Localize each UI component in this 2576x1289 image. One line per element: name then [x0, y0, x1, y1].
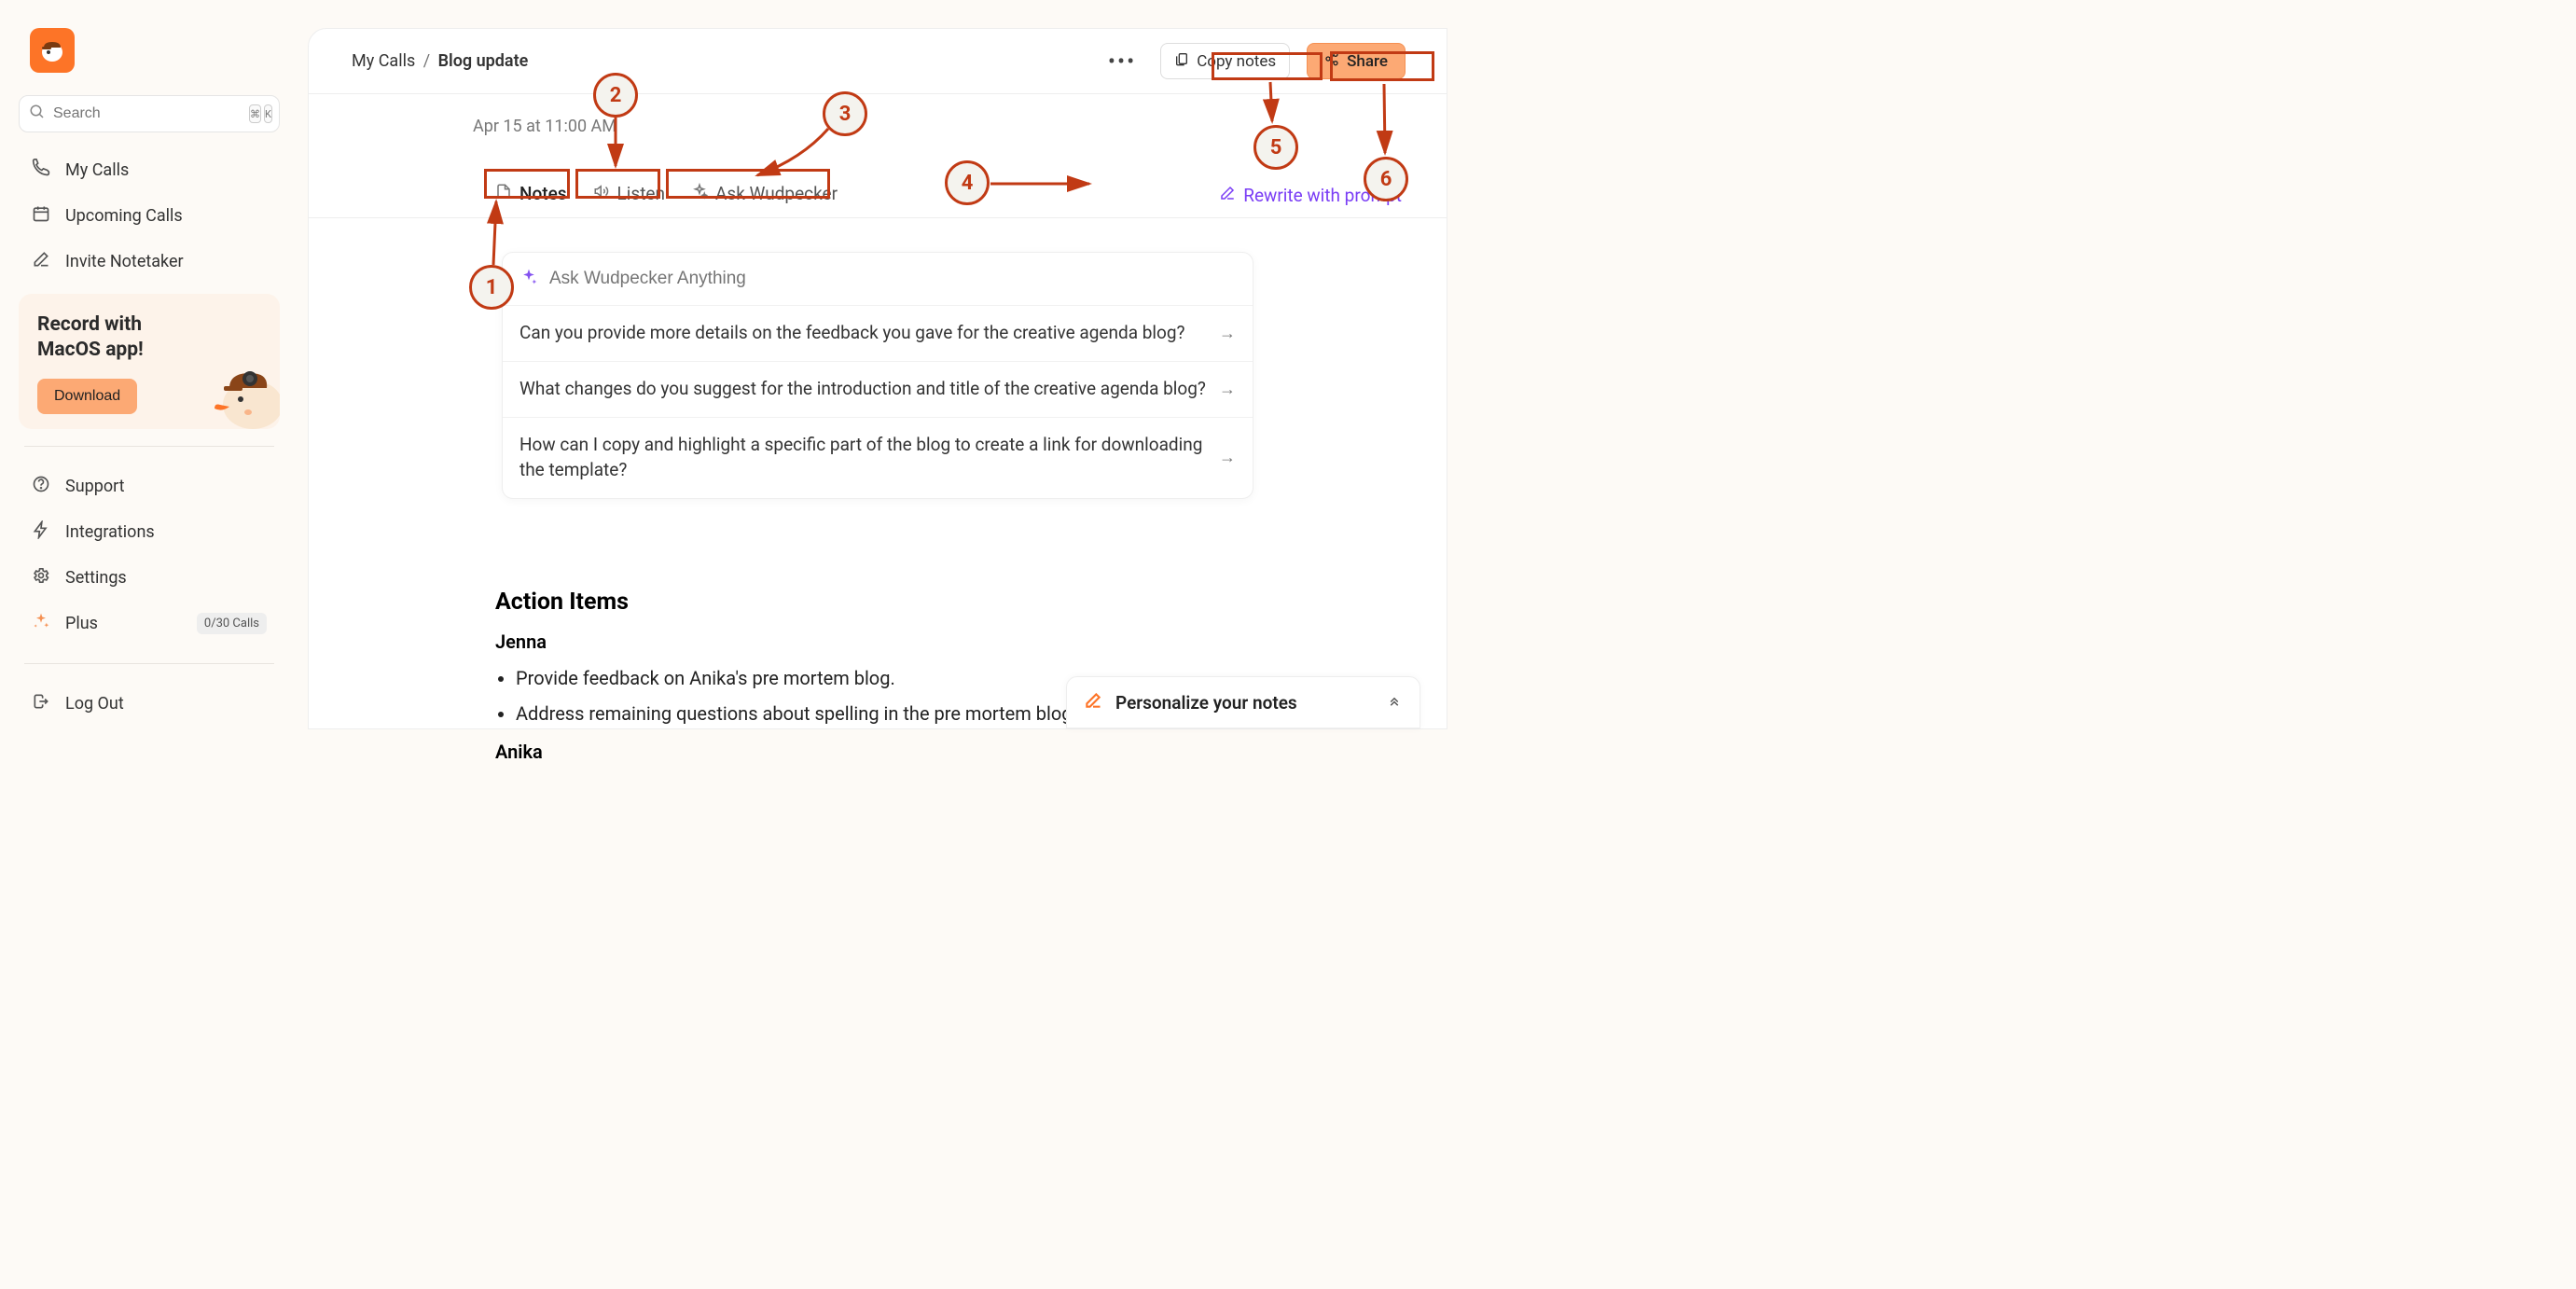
anno-circle-1: 1 [469, 265, 514, 310]
nav-label: Plus [65, 614, 98, 633]
nav-label: Settings [65, 568, 127, 588]
clipboard-icon [1174, 51, 1189, 71]
help-icon [32, 475, 52, 498]
crumb-sep: / [423, 51, 430, 71]
bolt-icon [32, 520, 52, 544]
nav-invite[interactable]: Invite Notetaker [19, 239, 280, 284]
anno-circle-4: 4 [945, 160, 990, 205]
sparkle-icon [32, 612, 52, 635]
person-name: Jenna [495, 631, 1204, 653]
nav-label: Integrations [65, 522, 155, 542]
ask-input-row[interactable] [503, 253, 1253, 305]
nav-secondary: Support Integrations Settings Plus 0/30 … [19, 464, 280, 646]
sidebar: ⌘ K My Calls Upcoming Calls Invite Notet… [0, 0, 298, 729]
topbar-actions: ••• Copy notes Share [1101, 43, 1406, 79]
kbd-k: K [264, 104, 272, 123]
suggestion-text: Can you provide more details on the feed… [519, 321, 1208, 346]
ask-input[interactable] [549, 269, 1236, 289]
promo-card: Record with MacOS app! Download [19, 294, 280, 429]
nav-plus[interactable]: Plus 0/30 Calls [19, 601, 280, 646]
nav-support[interactable]: Support [19, 464, 280, 509]
person-name: Anika [495, 741, 1204, 763]
search-input-wrap[interactable]: ⌘ K [19, 95, 280, 132]
anno-circle-2: 2 [593, 73, 638, 118]
edit-icon [1084, 691, 1102, 714]
calendar-icon [32, 204, 52, 228]
crumb-current: Blog update [438, 51, 529, 71]
nav-label: Support [65, 477, 125, 496]
phone-icon [32, 159, 52, 182]
chevron-up-icon [1386, 692, 1403, 713]
crumb-root[interactable]: My Calls [352, 51, 415, 71]
app-logo[interactable] [30, 28, 75, 73]
ask-card: Can you provide more details on the feed… [502, 252, 1253, 499]
mascot-icon [201, 360, 280, 429]
anno-circle-5: 5 [1253, 125, 1298, 170]
personalize-label: Personalize your notes [1115, 692, 1373, 714]
suggestion-item[interactable]: How can I copy and highlight a specific … [503, 417, 1253, 498]
anno-circle-6: 6 [1364, 157, 1408, 201]
nav-my-calls[interactable]: My Calls [19, 147, 280, 193]
arrow-right-icon: → [1219, 322, 1236, 346]
arrow-right-icon: → [1219, 378, 1236, 402]
edit-icon [1219, 185, 1236, 206]
promo-title: Record with MacOS app! [37, 312, 261, 364]
tab-label: Listen [617, 183, 665, 204]
nav-label: Upcoming Calls [65, 206, 183, 226]
logo-icon [38, 36, 66, 64]
suggestion-text: What changes do you suggest for the intr… [519, 377, 1208, 402]
nav-label: My Calls [65, 160, 129, 180]
tabs-wrap: Notes Listen Ask Wudpecker [309, 173, 1447, 218]
document-icon [495, 183, 512, 204]
search-icon [29, 104, 46, 124]
plus-badge: 0/30 Calls [197, 613, 267, 634]
breadcrumb: My Calls / Blog update [352, 51, 528, 71]
share-button[interactable]: Share [1307, 43, 1406, 79]
tab-notes[interactable]: Notes [482, 173, 580, 217]
suggestion-item[interactable]: Can you provide more details on the feed… [503, 305, 1253, 361]
kbd-cmd: ⌘ [249, 104, 261, 123]
share-icon [1324, 51, 1339, 71]
tabs: Notes Listen Ask Wudpecker [342, 173, 1413, 217]
nav-logout[interactable]: Log Out [19, 681, 280, 727]
divider [24, 446, 274, 447]
share-label: Share [1347, 52, 1388, 71]
call-datetime: Apr 15 at 11:00 AM [473, 117, 1447, 136]
content: Apr 15 at 11:00 AM Notes Listen [309, 94, 1447, 763]
personalize-bar[interactable]: Personalize your notes [1066, 676, 1420, 728]
more-button[interactable]: ••• [1101, 49, 1143, 75]
sparkle-icon [691, 183, 708, 204]
nav-primary: My Calls Upcoming Calls Invite Notetaker [19, 147, 280, 284]
anno-circle-3: 3 [823, 91, 867, 136]
speaker-icon [593, 183, 610, 204]
edit-icon [32, 250, 52, 273]
nav-settings[interactable]: Settings [19, 555, 280, 601]
sparkle-icon [519, 268, 538, 290]
section-heading: Action Items [495, 589, 1204, 616]
copy-label: Copy notes [1197, 52, 1276, 71]
arrow-right-icon: → [1219, 446, 1236, 470]
search-input[interactable] [53, 105, 246, 122]
nav-label: Log Out [65, 694, 124, 714]
gear-icon [32, 566, 52, 589]
topbar: My Calls / Blog update ••• Copy notes Sh… [309, 29, 1447, 94]
divider [24, 663, 274, 664]
nav-integrations[interactable]: Integrations [19, 509, 280, 555]
suggestion-item[interactable]: What changes do you suggest for the intr… [503, 361, 1253, 417]
copy-notes-button[interactable]: Copy notes [1160, 43, 1290, 79]
nav-footer: Log Out [19, 681, 280, 727]
logout-icon [32, 692, 52, 715]
tab-label: Notes [519, 183, 567, 204]
download-button[interactable]: Download [37, 379, 137, 414]
tab-listen[interactable]: Listen [580, 173, 678, 217]
suggestion-text: How can I copy and highlight a specific … [519, 433, 1208, 483]
tab-label: Ask Wudpecker [715, 183, 838, 204]
nav-upcoming[interactable]: Upcoming Calls [19, 193, 280, 239]
tab-ask[interactable]: Ask Wudpecker [678, 173, 851, 217]
nav-label: Invite Notetaker [65, 252, 184, 271]
